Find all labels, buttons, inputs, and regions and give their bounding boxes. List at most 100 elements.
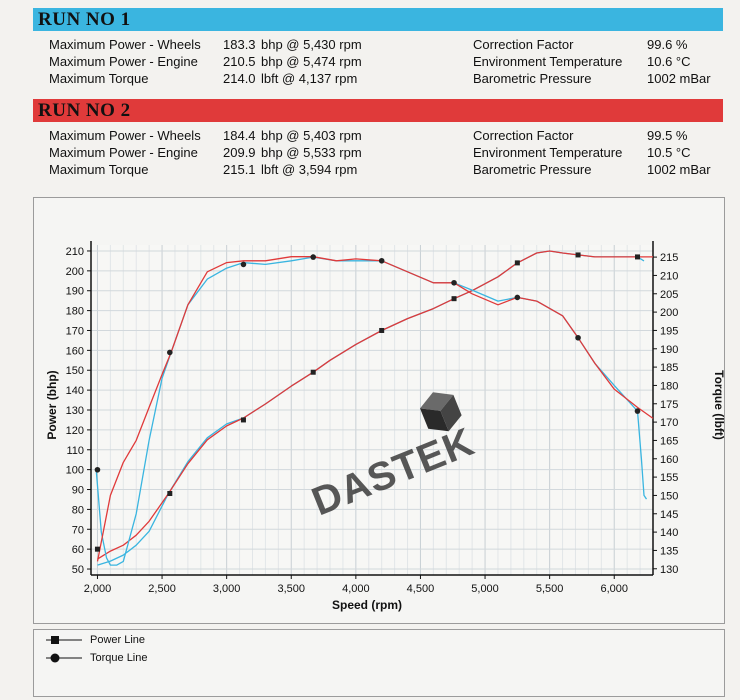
y-left-tick-label: 140 xyxy=(66,385,84,397)
y-right-tick-label: 205 xyxy=(660,289,678,301)
y-right-tick-label: 195 xyxy=(660,325,678,337)
stat-label: Maximum Power - Wheels xyxy=(49,37,201,52)
y-right-tick-label: 140 xyxy=(660,527,678,539)
x-tick-label: 2,000 xyxy=(84,583,112,595)
y-left-tick-label: 170 xyxy=(66,325,84,337)
y-left-tick-label: 60 xyxy=(72,544,84,556)
run1-row-power-engine: Maximum Power - Engine 210.5 bhp @ 5,474… xyxy=(49,53,729,70)
run1-stats: Maximum Power - Wheels 183.3 bhp @ 5,430… xyxy=(49,36,729,87)
power-marker xyxy=(167,490,173,496)
y-axis-left-title: Power (bhp) xyxy=(45,370,59,439)
power-line-run2 xyxy=(97,250,653,560)
y-left-tick-label: 150 xyxy=(66,365,84,377)
run2-row-torque: Maximum Torque 215.1 lbft @ 3,594 rpm Ba… xyxy=(49,161,729,178)
torque-marker xyxy=(378,257,385,264)
dyno-chart: DASTEK 506070809010011012013014015016017… xyxy=(45,241,726,612)
torque-marker xyxy=(240,261,247,268)
torque-marker xyxy=(451,279,457,286)
run1-row-power-wheels: Maximum Power - Wheels 183.3 bhp @ 5,430… xyxy=(49,36,729,53)
condition-label: Barometric Pressure xyxy=(473,162,592,177)
x-tick-label: 3,500 xyxy=(277,583,305,595)
y-left-tick-label: 50 xyxy=(72,564,84,576)
condition-label: Environment Temperature xyxy=(473,145,623,160)
y-left-tick-label: 210 xyxy=(66,246,84,258)
y-right-tick-label: 160 xyxy=(660,454,678,466)
legend-label: Power Line xyxy=(90,634,146,646)
y-left-tick-label: 80 xyxy=(72,504,84,516)
stat-value: 184.4 xyxy=(223,128,256,143)
y-right-tick-label: 175 xyxy=(660,399,678,411)
x-tick-label: 6,000 xyxy=(600,583,628,595)
x-tick-label: 5,500 xyxy=(536,583,564,595)
run1-row-torque: Maximum Torque 214.0 lbft @ 4,137 rpm Ba… xyxy=(49,70,729,87)
x-tick-label: 5,000 xyxy=(471,583,499,595)
stat-unit: bhp @ 5,533 rpm xyxy=(261,145,362,160)
power-marker xyxy=(240,417,246,423)
stat-unit: bhp @ 5,474 rpm xyxy=(261,54,362,69)
power-marker xyxy=(451,296,457,302)
y-right-tick-label: 185 xyxy=(660,362,678,374)
stat-unit: lbft @ 4,137 rpm xyxy=(261,71,358,86)
x-tick-label: 2,500 xyxy=(148,583,176,595)
power-marker xyxy=(514,260,520,266)
run2-stats: Maximum Power - Wheels 184.4 bhp @ 5,403… xyxy=(49,127,729,178)
dyno-chart-panel: DASTEK 50 60 70 80 90 100 110 120 130 140 150 160 17… xyxy=(33,197,726,624)
stat-label: Maximum Power - Engine xyxy=(49,54,198,69)
stat-value: 183.3 xyxy=(223,37,256,52)
y-left-tick-label: 120 xyxy=(66,425,84,437)
y-left-tick-label: 110 xyxy=(66,445,84,457)
chart-series xyxy=(95,250,654,566)
power-marker xyxy=(575,252,581,258)
y-left-tick-label: 200 xyxy=(66,266,84,278)
condition-value: 1002 mBar xyxy=(647,71,711,86)
y-left-tick-label: 90 xyxy=(72,485,84,497)
y-axis-right-title: Torque (lbft) xyxy=(712,370,724,440)
stat-unit: bhp @ 5,403 rpm xyxy=(261,128,362,143)
stat-unit: bhp @ 5,430 rpm xyxy=(261,37,362,52)
legend-label: Torque Line xyxy=(90,652,148,664)
square-marker-icon xyxy=(46,636,82,644)
run2-row-power-engine: Maximum Power - Engine 209.9 bhp @ 5,533… xyxy=(49,144,729,161)
x-tick-label: 3,000 xyxy=(213,583,241,595)
power-marker xyxy=(379,327,385,333)
y-left-tick-label: 70 xyxy=(72,524,84,536)
condition-label: Correction Factor xyxy=(473,128,574,143)
run1-header-bar: RUN NO 1 xyxy=(33,8,723,31)
condition-value: 10.6 °C xyxy=(647,54,691,69)
run1-title: RUN NO 1 xyxy=(38,9,131,30)
torque-line-run2 xyxy=(96,256,654,562)
stat-unit: lbft @ 3,594 rpm xyxy=(261,162,358,177)
y-right-tick-label: 145 xyxy=(660,509,678,521)
y-left-tick-label: 100 xyxy=(66,465,84,477)
condition-label: Correction Factor xyxy=(473,37,574,52)
y-left-tick-label: 130 xyxy=(66,405,84,417)
y-right-tick-label: 130 xyxy=(660,564,678,576)
torque-marker xyxy=(94,466,101,473)
watermark-cube-icon xyxy=(420,392,462,432)
run2-title: RUN NO 2 xyxy=(38,100,131,121)
power-marker xyxy=(634,254,640,260)
legend-panel: Power Line Torque Line xyxy=(33,629,725,697)
stat-label: Maximum Power - Wheels xyxy=(49,128,201,143)
chart-markers xyxy=(94,252,641,552)
condition-value: 10.5 °C xyxy=(647,145,691,160)
y-right-tick-label: 155 xyxy=(660,472,678,484)
run2-row-power-wheels: Maximum Power - Wheels 184.4 bhp @ 5,403… xyxy=(49,127,729,144)
torque-marker xyxy=(514,294,521,301)
x-axis-title: Speed (rpm) xyxy=(332,598,402,612)
stat-value: 209.9 xyxy=(223,145,256,160)
stat-label: Maximum Power - Engine xyxy=(49,145,198,160)
y-right-tick-label: 170 xyxy=(660,417,678,429)
condition-value: 99.6 % xyxy=(647,37,688,52)
y-right-tick-label: 180 xyxy=(660,380,678,392)
torque-marker xyxy=(310,254,317,260)
y-right-tick-label: 190 xyxy=(660,344,678,356)
condition-label: Barometric Pressure xyxy=(473,71,592,86)
stat-value: 210.5 xyxy=(223,54,256,69)
chart-grid xyxy=(91,245,654,575)
stat-label: Maximum Torque xyxy=(49,71,149,86)
power-marker xyxy=(310,369,316,375)
condition-value: 99.5 % xyxy=(647,128,688,143)
stat-label: Maximum Torque xyxy=(49,162,149,177)
power-marker xyxy=(94,546,100,552)
